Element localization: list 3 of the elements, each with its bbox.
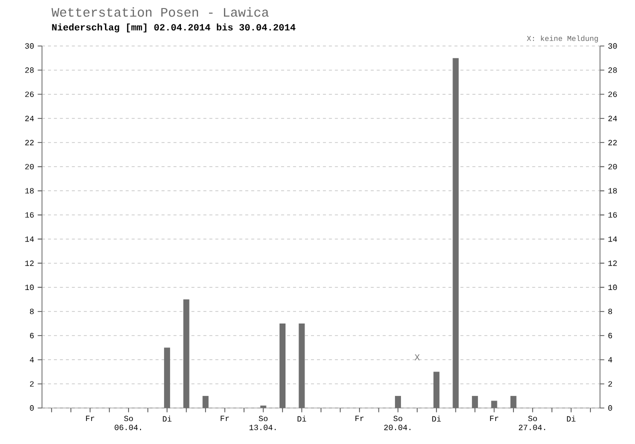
annotation: X bbox=[414, 354, 420, 360]
chart-subtitle: Niederschlag [mm] 02.04.2014 bis 30.04.2014 bbox=[52, 24, 296, 32]
chart-title: Wetterstation Posen - Lawica bbox=[52, 7, 269, 17]
